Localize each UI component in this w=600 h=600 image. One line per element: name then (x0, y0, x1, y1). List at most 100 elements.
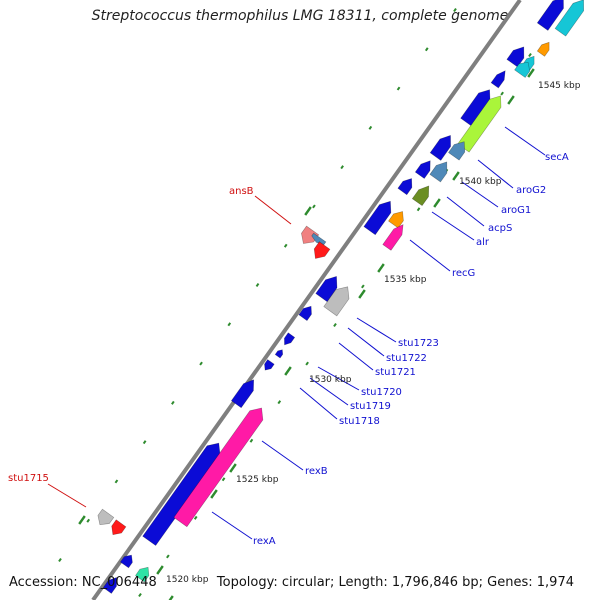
gene-label-recg[interactable]: recG (452, 268, 475, 279)
guide-dot (86, 518, 91, 523)
gene-arrow-cds[interactable] (490, 70, 506, 89)
gene-label-stu1723[interactable]: stu1723 (398, 338, 439, 349)
scale-tick (527, 68, 535, 78)
scale-tick (304, 206, 312, 216)
scale-tick (156, 565, 164, 575)
gene-label-rexa[interactable]: rexA (253, 536, 276, 547)
scale-tick (433, 198, 441, 208)
gene-arrow-stu1715-b[interactable] (111, 519, 127, 536)
gene-arrow-cds[interactable] (102, 577, 117, 594)
gene-arrow-cds[interactable] (142, 442, 221, 546)
label-connectors (47, 126, 546, 540)
gene-label-rexb[interactable]: rexB (305, 466, 328, 477)
label-connector (477, 159, 514, 189)
label-connector (47, 483, 87, 508)
gene-arrow-feature[interactable] (514, 61, 531, 78)
gene-arrow-cds[interactable] (274, 349, 284, 359)
guide-dot (312, 204, 316, 209)
scale-tick (358, 289, 366, 299)
gene-arrow-cds[interactable] (264, 359, 275, 371)
gene-label-stu1719[interactable]: stu1719 (350, 401, 391, 412)
scale-label-1535: 1535 kbp (384, 275, 427, 285)
guide-dot (453, 8, 457, 12)
guide-dot (138, 593, 142, 597)
gene-label-seca[interactable]: secA (545, 152, 569, 163)
gene-arrow-cds[interactable] (298, 305, 312, 322)
scale-ticks (78, 68, 535, 600)
guide-dot (193, 515, 198, 520)
label-connector (309, 377, 349, 406)
guide-dot (333, 323, 337, 327)
guide-dot (416, 207, 421, 212)
scale-label-1525: 1525 kbp (236, 475, 279, 485)
gene-arrow-feature[interactable] (536, 41, 550, 57)
label-connector (409, 239, 451, 272)
label-connector (461, 181, 499, 208)
gene-arrow-cds[interactable] (284, 332, 296, 346)
gene-label-arog2[interactable]: aroG2 (516, 185, 546, 196)
gene-arrow-trna[interactable] (554, 0, 585, 37)
guide-dot (114, 479, 119, 484)
label-connector (431, 211, 475, 241)
label-connector (261, 440, 304, 471)
label-connector (254, 195, 292, 225)
gene-arrow-cds[interactable] (119, 554, 133, 569)
scale-tick (377, 263, 385, 273)
gene-label-ansb[interactable]: ansB (229, 186, 254, 197)
gene-arrow-cds[interactable] (230, 379, 255, 409)
gene-arrow-arog2[interactable] (448, 141, 466, 161)
label-connector (504, 126, 546, 156)
guide-dot (368, 125, 373, 130)
gene-label-stu1718[interactable]: stu1718 (339, 416, 380, 427)
label-connector (338, 342, 374, 371)
guide-dot (227, 322, 232, 327)
scale-tick (210, 489, 218, 499)
scale-tick (452, 171, 460, 181)
gene-arrow-cds[interactable] (536, 0, 564, 31)
gene-label-stu1721[interactable]: stu1721 (375, 367, 416, 378)
gene-arrow-alr[interactable] (388, 211, 404, 229)
guide-dot (424, 47, 429, 52)
label-connector (446, 196, 485, 227)
gene-label-arog1[interactable]: aroG1 (501, 205, 531, 216)
gene-arrow-cds[interactable] (315, 276, 338, 303)
guide-dot (277, 400, 282, 405)
gene-arrow-stu1723[interactable] (323, 286, 350, 317)
scale-label-1540: 1540 kbp (459, 177, 502, 187)
gene-features (97, 0, 585, 594)
scale-label-1545: 1545 kbp (538, 81, 581, 91)
gene-arrow-cds[interactable] (397, 178, 413, 196)
gene-arrow-feature[interactable] (135, 566, 150, 583)
gene-arrow-recg[interactable] (382, 224, 404, 251)
guide-dot (221, 477, 226, 482)
guide-dot (171, 400, 175, 405)
gene-label-alr[interactable]: alr (476, 237, 490, 248)
label-connector (317, 366, 360, 391)
map-title: Streptococcus thermophilus LMG 18311, co… (91, 8, 509, 24)
gene-arrow-stu1715[interactable] (97, 508, 115, 526)
scale-tick (507, 95, 515, 105)
scale-label-1530: 1530 kbp (309, 375, 352, 385)
scale-label-1520: 1520 kbp (166, 575, 209, 585)
label-connector (299, 387, 338, 420)
gene-arrow-cds[interactable] (363, 200, 392, 236)
scale-tick (78, 515, 86, 525)
gene-arrow-seca[interactable] (457, 95, 502, 153)
gene-label-acps[interactable]: acpS (488, 223, 512, 234)
label-connector (211, 511, 253, 540)
gene-arrow-ansb-c[interactable] (313, 241, 331, 259)
gene-arrow-cds[interactable] (429, 134, 451, 161)
gene-arrow-cds[interactable] (414, 160, 431, 179)
gene-label-stu1720[interactable]: stu1720 (361, 387, 402, 398)
gene-arrow-arog1[interactable] (429, 161, 448, 183)
gene-arrow-acps[interactable] (411, 185, 430, 207)
gene-label-stu1722[interactable]: stu1722 (386, 353, 427, 364)
gene-arrow-cds[interactable] (506, 46, 525, 68)
scale-tick (168, 595, 174, 600)
gene-label-stu1715[interactable]: stu1715 (8, 473, 49, 484)
guide-dot (305, 361, 309, 366)
gene-arrow-cds[interactable] (460, 89, 491, 127)
guide-dot (142, 440, 147, 445)
gene-arrow-rexa[interactable] (173, 407, 264, 528)
